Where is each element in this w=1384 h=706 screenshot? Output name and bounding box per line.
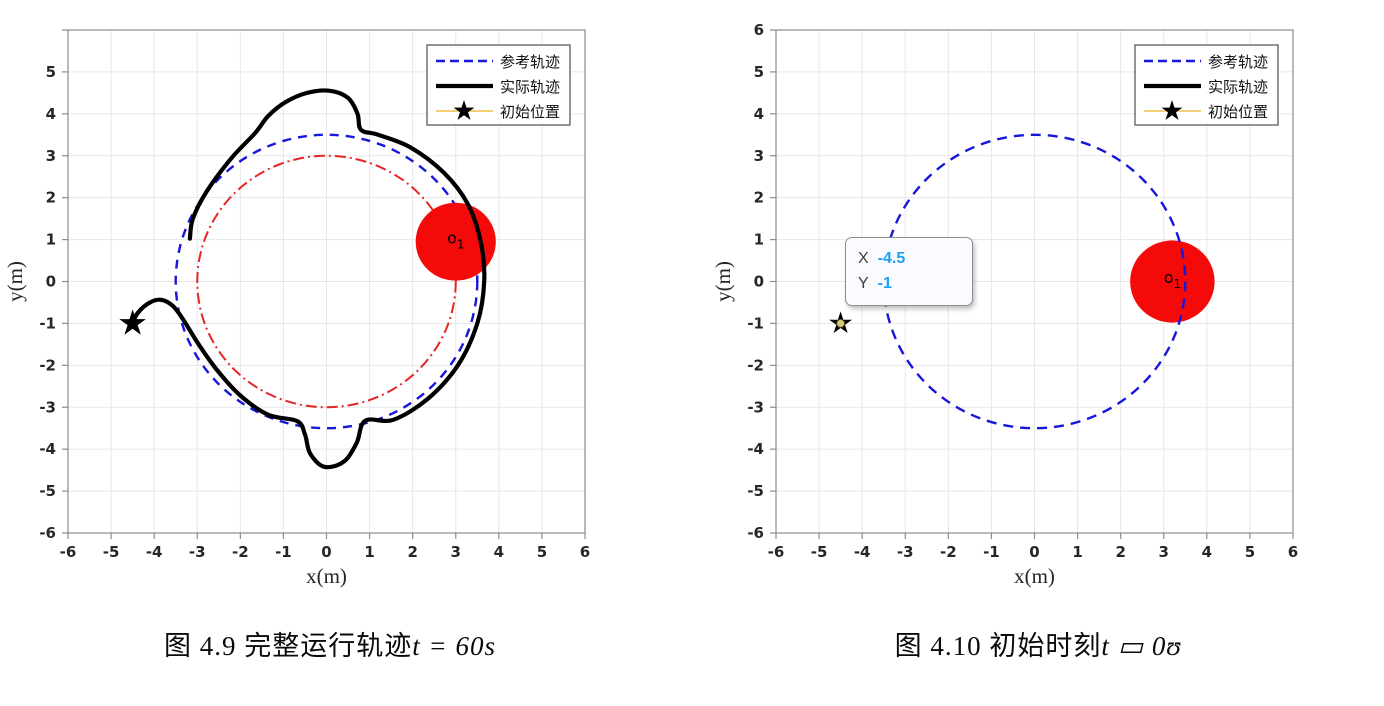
panel-left: o1 -6 -5 -4 -3 -2 -1 0 1 2 3 4 5 6 5 4 3 2 1 0 -1 -2 -3 -4 -5 -6 x… (0, 0, 660, 706)
x-tick-label: 6 (1288, 543, 1298, 561)
legend-item-label: 实际轨迹 (1208, 79, 1268, 96)
y-tick-label: -4 (747, 440, 764, 458)
actual-trajectory-path (130, 88, 487, 470)
y-tick-label: 4 (754, 105, 764, 123)
y-tick-label: 5 (46, 63, 56, 81)
legend-item-label: 参考轨迹 (500, 54, 560, 71)
x-tick-label: 2 (407, 543, 417, 561)
x-tick-label: -1 (275, 543, 292, 561)
datatip-x-value: -4.5 (877, 250, 906, 267)
datatip-y-value: -1 (877, 274, 892, 292)
caption-figure-4-10: 图 4.10 初始时刻t ▭ 0ʊ (708, 624, 1368, 663)
x-axis-label: x(m) (306, 564, 347, 588)
y-tick-label: 1 (46, 231, 56, 249)
y-tick-label: -2 (747, 356, 764, 374)
x-tick-label: -5 (103, 543, 120, 561)
y-tick-label: -5 (747, 482, 764, 500)
y-tick-label: -4 (39, 440, 56, 458)
x-tick-label: -2 (940, 543, 957, 561)
y-tick-label: 3 (754, 147, 764, 165)
legend-item-label: 初始位置 (1208, 104, 1268, 121)
x-tick-label: -5 (811, 543, 828, 561)
datatip[interactable]: X -4.5 Y -1 (845, 237, 973, 306)
x-tick-label: -3 (897, 543, 914, 561)
inner-dashdot-circle (196, 154, 457, 409)
x-tick-label: 1 (1072, 543, 1082, 561)
x-tick-label: 4 (1202, 543, 1212, 561)
x-tick-label: -3 (189, 543, 206, 561)
y-tick-label: 4 (46, 105, 56, 123)
reference-trajectory-circle (174, 133, 479, 430)
y-tick-label: 5 (754, 63, 764, 81)
x-tick-label: 3 (1159, 543, 1169, 561)
datatip-y-row: Y -1 (858, 272, 962, 297)
datatip-y-label: Y (858, 274, 869, 292)
obstacle-o1-disk (1130, 240, 1215, 323)
x-axis-label: x(m) (1014, 564, 1055, 588)
plot-initial-trajectory[interactable]: o1-6 -5 -4 -3 -2 -1 0 1 2 3 4 5 66543210-1-2-3-4-5-6… (708, 0, 1368, 600)
y-axis-label: y(m) (711, 261, 735, 302)
x-tick-label: 5 (1245, 543, 1255, 561)
y-tick-label: -3 (747, 398, 764, 416)
x-tick-label: -2 (232, 543, 249, 561)
y-tick-label: 0 (46, 273, 56, 291)
x-tick-label: 3 (451, 543, 461, 561)
y-tick-label: 6 (754, 21, 764, 39)
y-tick-label: -5 (39, 482, 56, 500)
y-tick-label: -1 (39, 314, 56, 332)
x-tick-label: 1 (364, 543, 374, 561)
legend-star-icon (453, 100, 475, 120)
caption-text: 图 4.10 初始时刻 (894, 631, 1102, 661)
y-tick-label: 3 (46, 147, 56, 165)
y-tick-label: -1 (747, 314, 764, 332)
datatip-anchor-dot (836, 318, 846, 328)
x-tick-label: -6 (768, 543, 785, 561)
x-tick-label: 2 (1115, 543, 1125, 561)
x-tick-label: 0 (1029, 543, 1039, 561)
x-tick-label: -6 (60, 543, 77, 561)
y-tick-label: 2 (46, 189, 56, 207)
y-tick-label: -6 (747, 524, 764, 542)
legend-star-icon (1161, 100, 1183, 120)
legend-item-label: 实际轨迹 (500, 79, 560, 96)
y-tick-label: 0 (754, 273, 764, 291)
x-tick-label: 6 (580, 543, 590, 561)
caption-figure-4-9: 图 4.9 完整运行轨迹t = 60s (0, 624, 660, 663)
caption-text: 图 4.9 完整运行轨迹 (164, 631, 413, 661)
caption-formula: t = 60s (412, 631, 496, 661)
datatip-x-row: X -4.5 (858, 247, 962, 272)
caption-formula: t ▭ 0ʊ (1101, 631, 1182, 661)
x-tick-label: -4 (854, 543, 871, 561)
y-tick-label: 2 (754, 189, 764, 207)
y-tick-label: -6 (39, 524, 56, 542)
datatip-x-label: X (858, 250, 869, 267)
panel-right: o1 -6 -5 -4 -3 -2 -1 0 1 2 3 4 5 6 6 5 4 3 2 1 0 -1 -2 -3 -4 -5 -6… (708, 0, 1368, 706)
plot-complete-trajectory[interactable]: o1-6 -5 -4 -3 -2 -1 0 1 2 3 4 5 6543210-1-2-3-4-5-6x… (0, 0, 660, 600)
x-tick-label: -4 (146, 543, 163, 561)
y-axis-label: y(m) (3, 261, 27, 302)
y-tick-label: -3 (39, 398, 56, 416)
x-tick-label: 4 (494, 543, 504, 561)
x-tick-label: 0 (321, 543, 331, 561)
legend-item-label: 参考轨迹 (1208, 54, 1268, 71)
y-tick-label: -2 (39, 356, 56, 374)
x-tick-label: 5 (537, 543, 547, 561)
initial-position-star (119, 309, 146, 335)
legend-item-label: 初始位置 (500, 104, 560, 121)
x-tick-label: -1 (983, 543, 1000, 561)
y-tick-label: 1 (754, 231, 764, 249)
